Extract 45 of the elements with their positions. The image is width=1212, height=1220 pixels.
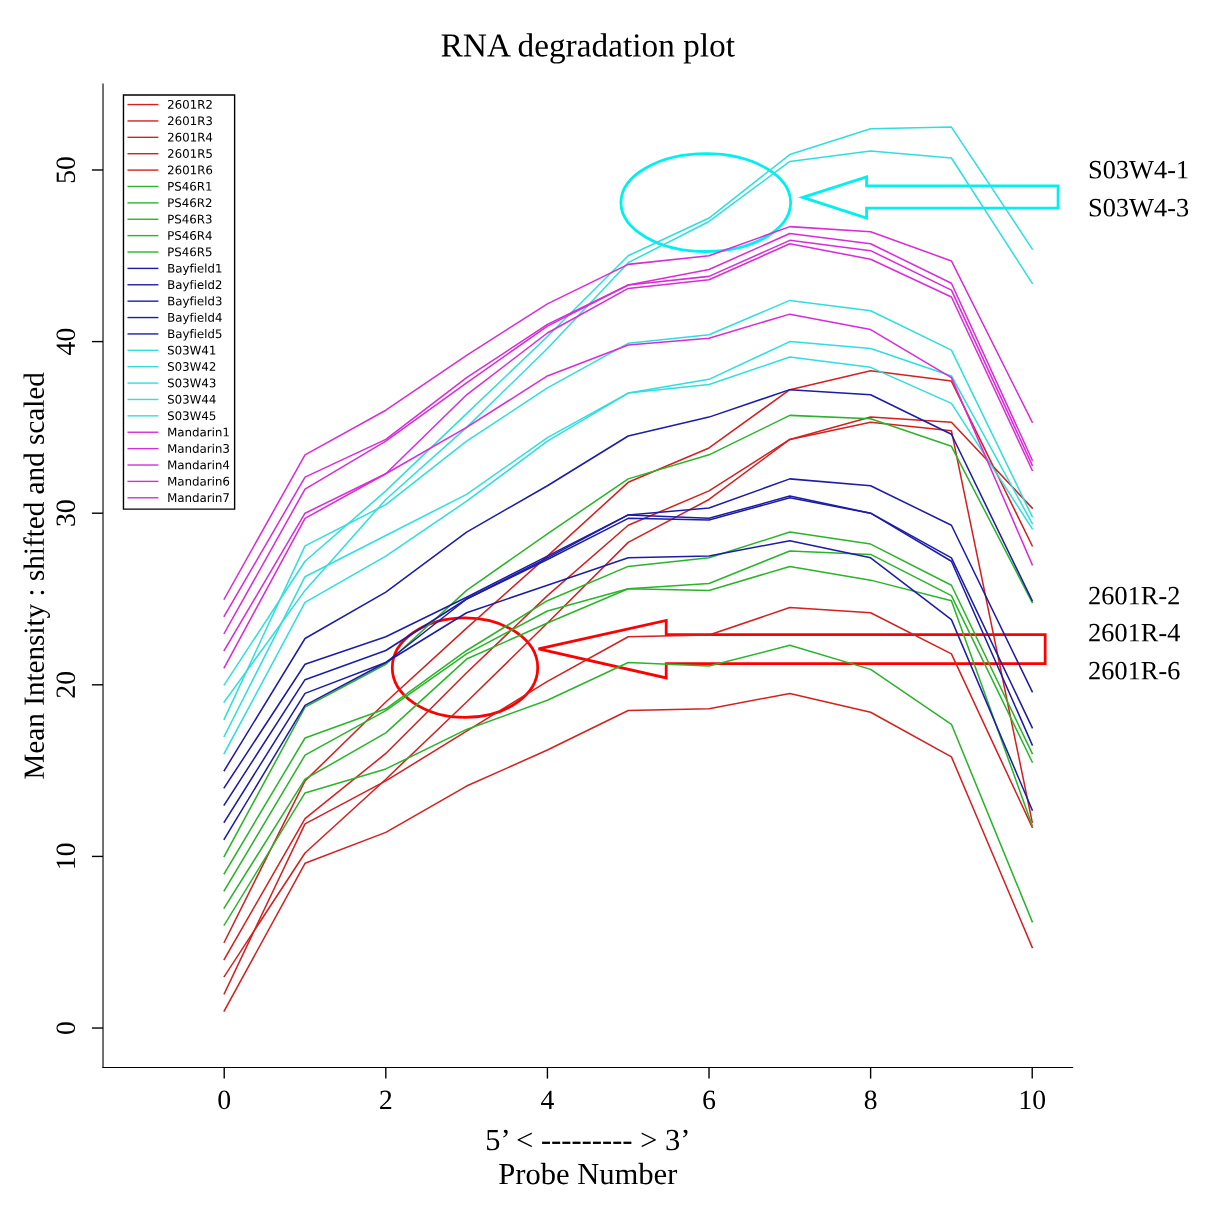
legend-label: Bayfield4 xyxy=(168,312,222,325)
legend-label: Mandarin4 xyxy=(168,460,230,470)
legend-label: 2601R5 xyxy=(168,149,212,159)
legend-label: PS46R2 xyxy=(168,198,212,208)
x-tick-label: 8 xyxy=(864,1090,877,1110)
text: S03W4-1 xyxy=(1089,160,1188,179)
text: S03W4-3 xyxy=(1089,198,1189,217)
legend-label: S03W45 xyxy=(167,411,216,421)
x-axis-title: 5’ < --------- > 3’ Probe Number xyxy=(486,1129,688,1185)
chart-title: RNA degradation plot xyxy=(441,33,735,64)
legend-label: Mandarin1 xyxy=(168,427,229,437)
legend-label: S03W42 xyxy=(167,362,216,371)
legend-label: S03W44 xyxy=(167,394,216,404)
y-tick-label: 20 xyxy=(56,671,76,698)
y-tick-label: 10 xyxy=(56,843,76,868)
text: 2601R-4 xyxy=(1089,623,1180,642)
y-tick-label: 30 xyxy=(56,500,76,526)
legend-label: PS46R3 xyxy=(168,214,212,224)
y-tick-label: 40 xyxy=(56,328,76,355)
legend-label: Mandarin7 xyxy=(168,492,229,503)
text: 2601R-6 xyxy=(1089,661,1180,680)
x-tick-label: 10 xyxy=(1020,1090,1046,1110)
legend-label: Mandarin3 xyxy=(168,443,229,453)
x-tick-label: 6 xyxy=(703,1090,716,1110)
legend-label: 2601R4 xyxy=(168,132,213,142)
legend-label: S03W41 xyxy=(167,345,216,355)
legend-label: Bayfield2 xyxy=(168,279,222,292)
legend-label: PS46R5 xyxy=(168,247,212,257)
x-tick-label: 4 xyxy=(541,1090,554,1109)
x-tick-label: 0 xyxy=(218,1090,231,1110)
text: 2601R-2 xyxy=(1089,586,1179,605)
legend-label: 2601R6 xyxy=(168,165,213,175)
x-tick-label: 2 xyxy=(380,1090,392,1109)
y-tick-label: 50 xyxy=(56,157,76,183)
legend-label: 2601R3 xyxy=(168,116,212,126)
legend-label: PS46R4 xyxy=(168,231,212,240)
legend-label: 2601R2 xyxy=(168,99,212,109)
legend-label: Bayfield3 xyxy=(168,296,222,308)
legend-label: Bayfield5 xyxy=(168,329,222,341)
y-axis-title: Mean Intensity : shifted and scaled xyxy=(23,372,51,779)
legend-label: Bayfield1 xyxy=(168,263,222,275)
y-tick-label: 0 xyxy=(56,1022,76,1034)
legend-label: Mandarin6 xyxy=(168,476,230,486)
legend-label: S03W43 xyxy=(167,378,216,388)
legend-label: PS46R1 xyxy=(168,181,212,191)
